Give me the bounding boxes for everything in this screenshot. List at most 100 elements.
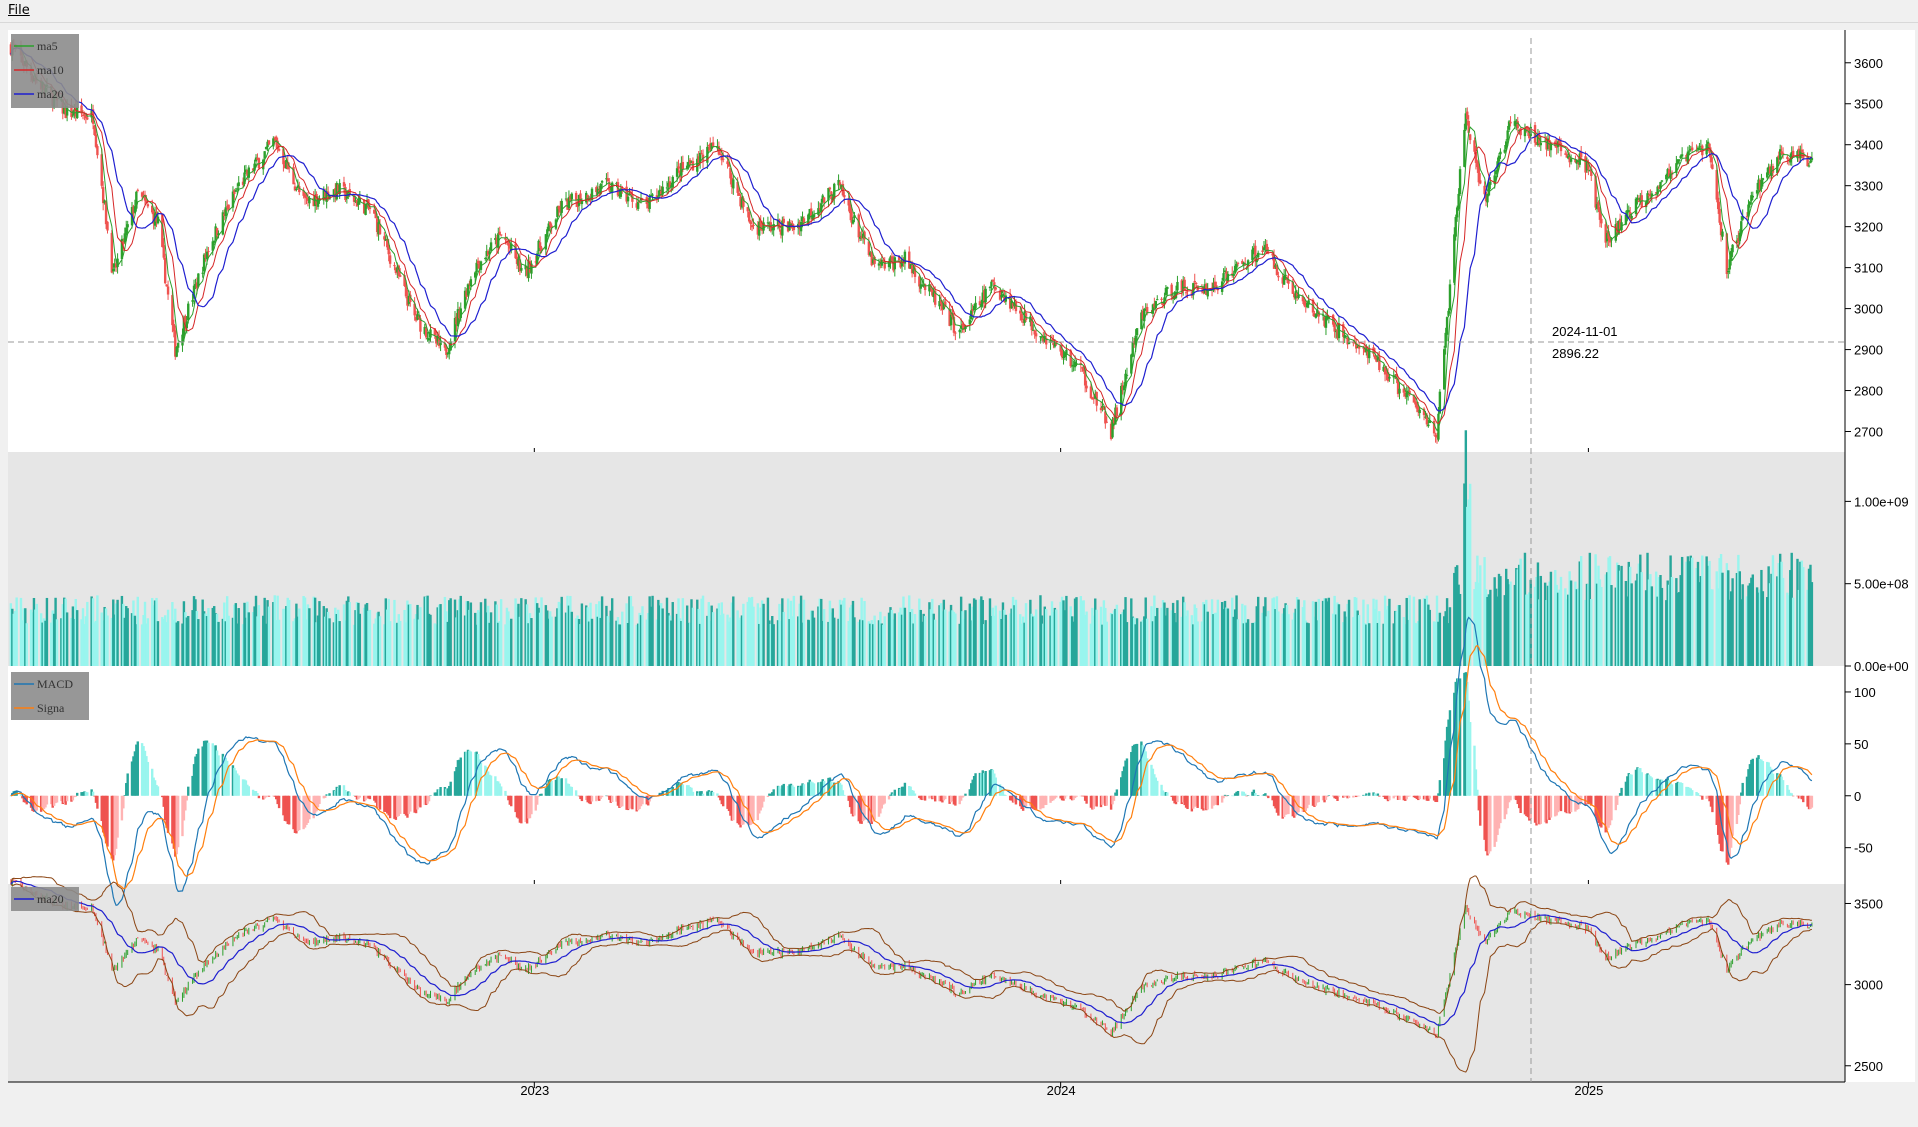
volume-bar (1624, 580, 1628, 666)
macd-histogram-bar (354, 795, 357, 797)
volume-bar (1679, 575, 1682, 666)
price-candle (1132, 341, 1136, 344)
price-candle (494, 238, 497, 240)
macd-histogram-bar (786, 785, 790, 796)
price-candle (903, 251, 907, 264)
price-candle (811, 214, 814, 220)
macd-histogram-bar (1640, 772, 1643, 796)
volume-bar (1285, 604, 1289, 666)
macd-line (10, 616, 1813, 907)
volume-bar (1735, 572, 1739, 666)
volume-bar (841, 600, 845, 666)
macd-histogram-bar (276, 795, 279, 805)
macd-histogram-bar (988, 770, 992, 796)
price-candle (1193, 280, 1196, 283)
volume-bar (546, 610, 549, 666)
volume-bar (853, 617, 856, 666)
macd-histogram-bar (70, 795, 73, 802)
macd-histogram-bar (1476, 789, 1479, 796)
volume-bar (1579, 555, 1583, 666)
macd-histogram-bar (1395, 795, 1398, 797)
macd-histogram-bar (1569, 795, 1573, 813)
macd-histogram-bar (983, 773, 986, 796)
price-candle (315, 193, 318, 205)
volume-bar (1050, 601, 1054, 666)
volume-bar (1216, 599, 1220, 666)
volume-bar (870, 620, 873, 666)
volume-bar (1104, 607, 1107, 666)
volume-bar (678, 618, 682, 666)
macd-histogram-bar (1405, 795, 1408, 800)
price-candle (1059, 344, 1062, 352)
volume-bar (860, 597, 863, 666)
price-candle (1624, 214, 1628, 225)
macd-histogram-bar (475, 751, 478, 796)
volume-bar (1466, 506, 1469, 666)
price-candle (375, 218, 379, 233)
macd-histogram-bar (550, 780, 553, 796)
price-candle (437, 336, 441, 347)
price-legend: ma5 ma10 ma20 (11, 34, 79, 108)
price-candle (1216, 289, 1220, 291)
price-candle (1699, 146, 1703, 148)
price-candle (1010, 300, 1013, 309)
macd-histogram-bar (1216, 795, 1220, 806)
volume-bar (1317, 598, 1320, 666)
price-candle (1104, 411, 1107, 424)
volume-bar (1675, 578, 1678, 666)
price-candle (406, 296, 409, 306)
legend-boll-ma20: ma20 (37, 892, 64, 906)
macd-histogram-bar (1023, 795, 1026, 808)
volume-bar (821, 620, 824, 666)
price-candle (1467, 121, 1470, 133)
price-candle (1489, 181, 1492, 185)
volume-bar (1665, 600, 1668, 666)
price-candle (619, 188, 623, 197)
price-candle (1644, 202, 1648, 208)
volume-bar (817, 606, 820, 666)
macd-histogram-bar (403, 795, 406, 814)
volume-bar (1316, 620, 1319, 666)
volume-bar (822, 609, 826, 666)
macd-histogram-bar (863, 795, 866, 820)
volume-bar (1102, 600, 1106, 666)
volume-bar (1434, 621, 1437, 666)
volume-bar (758, 623, 761, 666)
volume-bar (1402, 617, 1406, 666)
macd-histogram-bar (510, 795, 513, 807)
macd-histogram-bar (1519, 795, 1522, 814)
price-candle (746, 207, 749, 212)
volume-bar (887, 612, 891, 666)
price-candle (1667, 169, 1671, 177)
macd-histogram-bar (1796, 795, 1799, 797)
macd-histogram-bar (619, 795, 623, 808)
volume-bar (1708, 560, 1711, 666)
menu-file[interactable]: File (8, 3, 30, 18)
volume-bar (231, 617, 235, 666)
volume-bar (1787, 595, 1791, 666)
price-candle (1680, 154, 1684, 157)
volume-bar (649, 606, 653, 666)
price-candle (244, 169, 248, 173)
price-candle (1092, 398, 1096, 400)
price-candle (520, 267, 523, 271)
volume-bar (1789, 570, 1792, 666)
volume-bar (1617, 565, 1620, 666)
price-candle (507, 240, 510, 246)
volume-bar (1183, 602, 1186, 666)
macd-axis-tick-label: 100 (1854, 685, 1876, 700)
macd-histogram-bar (1549, 795, 1553, 818)
legend-ma20: ma20 (37, 87, 64, 101)
macd-histogram-bar (185, 795, 189, 801)
volume-bar (1809, 564, 1812, 666)
macd-histogram-bar (1353, 795, 1357, 797)
volume-bar (1008, 613, 1012, 666)
volume-bar (968, 603, 971, 666)
macd-histogram-bar (19, 793, 23, 796)
volume-bar (1477, 582, 1481, 666)
volume-bar (1342, 622, 1345, 666)
macd-histogram-bar (1150, 764, 1153, 796)
volume-bar (599, 617, 602, 666)
price-candle (923, 284, 927, 291)
macd-histogram-bar (1160, 784, 1163, 796)
